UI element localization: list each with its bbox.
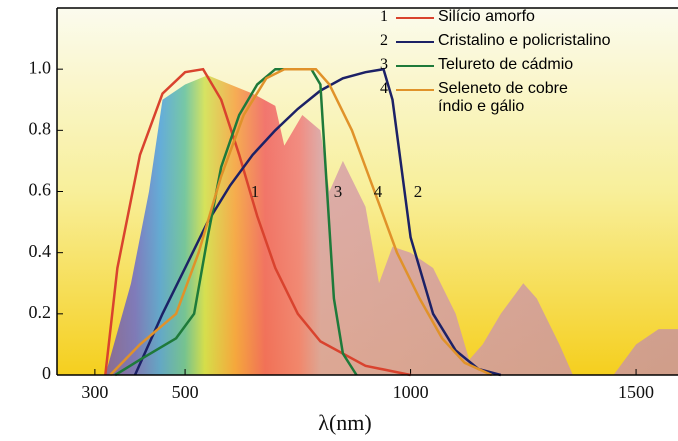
curve-label: 4 [374, 182, 383, 201]
x-tick-label: 500 [172, 382, 199, 402]
legend-number: 3 [380, 56, 388, 73]
y-tick-label: 0 [42, 363, 51, 383]
response-curve [133, 67, 502, 377]
curves-layer: 1 2 3 4 [104, 67, 502, 377]
legend-item: 2 Cristalino e policristalino [380, 32, 611, 50]
legend-item: 3 Telureto de cádmio [380, 56, 611, 74]
spectrum-layer [105, 75, 678, 375]
x-tick-label: 1000 [393, 382, 429, 402]
x-tick-label: 1500 [618, 382, 654, 402]
legend-swatch [396, 17, 434, 19]
x-axis-title: λ(nm) [318, 410, 371, 435]
curve-label: 3 [334, 182, 343, 201]
y-tick-label: 0.2 [29, 302, 52, 322]
legend-swatch [396, 41, 434, 43]
curve-label: 2 [414, 182, 423, 201]
response-curve [114, 67, 358, 377]
axes-layer: 0 0.2 0.4 0.6 0.8 1.0 300 500 1000 1500 [29, 57, 655, 402]
legend-label: Telureto de cádmio [438, 56, 574, 73]
y-tick-label: 0.6 [29, 180, 52, 200]
curve-label: 1 [251, 182, 260, 201]
legend-swatch [396, 65, 434, 67]
x-tick-label: 300 [81, 382, 108, 402]
legend-label: Silício amorfo [438, 8, 535, 25]
legend-item: 4 Seleneto de cobre índio e gálio [380, 80, 611, 116]
legend-number: 4 [380, 80, 388, 97]
y-tick-label: 0.4 [29, 241, 52, 261]
legend-number: 1 [380, 8, 388, 25]
response-curve [104, 67, 411, 377]
y-tick-label: 0.8 [29, 118, 52, 138]
legend-label: Seleneto de cobre índio e gálio [438, 80, 568, 115]
response-curve [109, 67, 493, 377]
legend-number: 2 [380, 32, 388, 49]
legend-label: Cristalino e policristalino [438, 32, 611, 49]
legend-item: 1 Silício amorfo [380, 8, 611, 26]
legend-swatch [396, 89, 434, 91]
legend: 1 Silício amorfo 2 Cristalino e policristal… [380, 8, 611, 122]
y-tick-label: 1.0 [29, 57, 52, 77]
solar-spectrum [105, 75, 678, 375]
